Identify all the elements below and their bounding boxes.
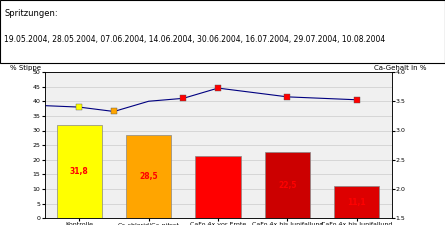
Text: 21,2: 21,2 (209, 183, 227, 192)
Text: Ca-Gehalt in %: Ca-Gehalt in % (374, 65, 426, 71)
Text: 28,5: 28,5 (139, 172, 158, 181)
Bar (126, 135, 171, 218)
Text: 22,5: 22,5 (278, 181, 297, 190)
Text: 19.05.2004, 28.05.2004, 07.06.2004, 14.06.2004, 30.06.2004, 16.07.2004, 29.07.20: 19.05.2004, 28.05.2004, 07.06.2004, 14.0… (4, 35, 386, 44)
Text: 11,1: 11,1 (348, 198, 366, 207)
Bar (334, 186, 380, 218)
FancyBboxPatch shape (0, 0, 445, 63)
Text: % Stippe: % Stippe (10, 65, 41, 71)
Text: Spritzungen:: Spritzungen: (4, 9, 58, 18)
Bar (265, 153, 310, 218)
Bar (57, 125, 102, 218)
Text: 31,8: 31,8 (70, 167, 89, 176)
Bar (195, 156, 241, 218)
